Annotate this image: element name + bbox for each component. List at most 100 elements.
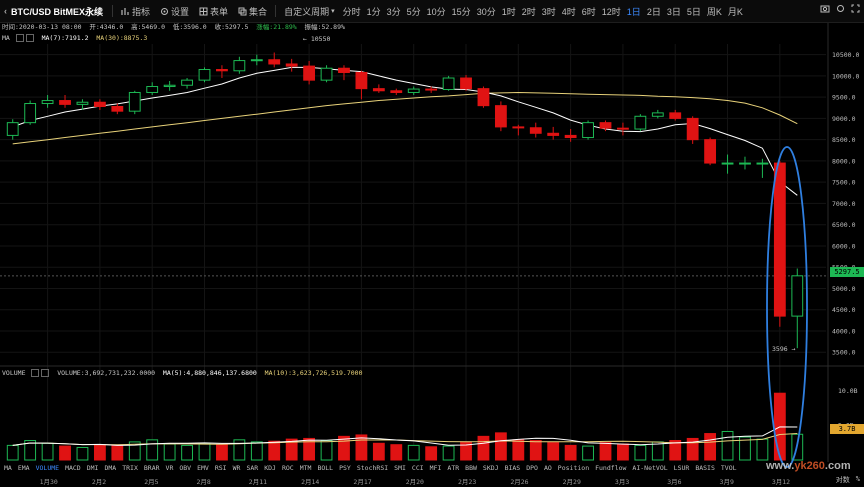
interval-13[interactable]: 1日 — [626, 6, 641, 17]
volume-bar — [41, 442, 54, 461]
fullscreen-icon[interactable] — [851, 4, 860, 15]
indicator-tab-bias[interactable]: BIAS — [504, 464, 521, 472]
close-box-icon[interactable] — [25, 34, 34, 42]
interval-6[interactable]: 30分 — [476, 6, 496, 17]
interval-4[interactable]: 10分 — [426, 6, 446, 17]
volume-bar — [564, 444, 577, 461]
indicator-tab-macd[interactable]: MACD — [65, 464, 81, 472]
indicator-tab-lsur[interactable]: LSUR — [673, 464, 690, 472]
ma-legend-label: MA — [2, 34, 10, 42]
log-scale-toggle[interactable]: 对数 — [835, 476, 850, 484]
custom-period-button[interactable]: 自定义周期 ▾ — [279, 5, 340, 18]
interval-1[interactable]: 1分 — [366, 6, 381, 17]
indicator-tab-basis[interactable]: BASIS — [695, 464, 715, 472]
compare-button[interactable]: 集合 — [233, 5, 272, 18]
volume-ma-lines — [12, 426, 798, 446]
indicator-button[interactable]: 指标 — [116, 5, 155, 18]
interval-3[interactable]: 5分 — [406, 6, 421, 17]
indicator-tab-vr[interactable]: VR — [165, 464, 174, 472]
indicator-tab-dmi[interactable]: DMI — [86, 464, 99, 472]
indicator-tab-volume[interactable]: VOLUME — [35, 464, 60, 472]
indicator-tab-dpo[interactable]: DPO — [526, 464, 538, 472]
indicator-tab-boll[interactable]: BOLL — [317, 464, 334, 472]
style-button[interactable]: 表单 — [194, 5, 233, 18]
indicator-tab-wr[interactable]: WR — [232, 464, 241, 472]
indicator-tab-dma[interactable]: DMA — [104, 464, 117, 472]
interval-16[interactable]: 5日 — [686, 6, 701, 17]
indicator-tab-ao[interactable]: AO — [543, 464, 552, 472]
indicator-tab-skdj[interactable]: SKDJ — [482, 464, 499, 472]
indicator-tab-ema[interactable]: EMA — [17, 464, 30, 472]
indicator-tab-obv[interactable]: OBV — [179, 464, 192, 472]
indicator-tab-ai-netvol[interactable]: AI-NetVOL — [632, 464, 668, 472]
candle-body — [756, 162, 769, 165]
close-box-icon[interactable] — [41, 369, 50, 377]
interval-14[interactable]: 2日 — [646, 6, 661, 17]
symbol-selector[interactable]: ‹ BTC/USD BitMEX永续 — [0, 5, 109, 18]
info-change: 涨幅:21.89% — [256, 23, 297, 31]
info-low: 低:3596.0 — [172, 23, 207, 31]
interval-7[interactable]: 1时 — [501, 6, 516, 17]
interval-15[interactable]: 3日 — [666, 6, 681, 17]
candle-body — [338, 67, 350, 73]
candle-body — [494, 105, 507, 128]
date-tick-label: 2月20 — [405, 478, 424, 486]
indicator-tab-tvol[interactable]: TVOL — [720, 464, 737, 472]
date-tick-label: 2月5 — [144, 478, 159, 486]
interval-18[interactable]: 月K — [727, 6, 743, 17]
indicator-tab-mfi[interactable]: MFI — [429, 464, 442, 472]
volume-bars — [6, 392, 804, 461]
volume-bar — [617, 443, 629, 461]
candle-body — [651, 112, 664, 117]
interval-10[interactable]: 4时 — [561, 6, 576, 17]
interval-17[interactable]: 周K — [706, 6, 722, 17]
interval-0[interactable]: 分时 — [342, 6, 361, 17]
indicator-tab-rsi[interactable]: RSI — [214, 464, 227, 472]
percent-scale-toggle[interactable]: % — [855, 475, 860, 483]
interval-2[interactable]: 3分 — [386, 6, 401, 17]
indicator-tab-atr[interactable]: ATR — [447, 464, 460, 472]
indicator-tab-psy[interactable]: PSY — [339, 464, 351, 472]
indicator-tab-smi[interactable]: SMI — [394, 464, 406, 472]
settings-button[interactable]: 设置 — [155, 5, 194, 18]
indicator-tab-position[interactable]: Position — [557, 464, 590, 472]
indicator-tab-kdj[interactable]: KDJ — [264, 464, 276, 472]
interval-9[interactable]: 3时 — [541, 6, 556, 17]
indicator-tab-cci[interactable]: CCI — [411, 464, 424, 472]
interval-5[interactable]: 15分 — [451, 6, 471, 17]
indicator-tab-roc[interactable]: ROC — [281, 464, 294, 472]
indicator-tab-trix[interactable]: TRIX — [122, 464, 138, 472]
candle-body — [512, 126, 525, 129]
settings-box-icon[interactable] — [15, 34, 24, 42]
settings-box-icon[interactable] — [31, 369, 40, 377]
chevron-down-icon: ▾ — [331, 8, 335, 15]
indicator-tab-emv[interactable]: EMV — [197, 464, 209, 472]
gear-icon — [160, 7, 169, 16]
indicator-tab-bbw[interactable]: BBW — [465, 464, 477, 472]
high-marker: ← 10550 — [303, 35, 330, 43]
candle-body — [460, 77, 472, 90]
date-tick-label: 1月30 — [39, 478, 58, 486]
indicator-tab-sar[interactable]: SAR — [246, 464, 259, 472]
interval-8[interactable]: 2时 — [521, 6, 536, 17]
candle-body — [24, 103, 37, 124]
watermark-prefix: www. — [766, 460, 795, 472]
indicator-tab-stochrsi[interactable]: StochRSI — [356, 464, 389, 472]
ma-legend: MA MA(7):7191.2 MA(30):8875.3 — [0, 33, 147, 44]
price-tick-label: 6500.0 — [832, 221, 856, 229]
interval-12[interactable]: 12时 — [601, 6, 621, 17]
price-tick-label: 10500.0 — [832, 51, 859, 59]
indicator-tab-mtm[interactable]: MTM — [299, 464, 312, 472]
volume-bar — [494, 432, 507, 461]
indicator-tab-brar[interactable]: BRAR — [143, 464, 160, 472]
camera-icon[interactable] — [820, 4, 830, 15]
gear-icon[interactable] — [836, 4, 845, 15]
indicator-tab-ma[interactable]: MA — [4, 464, 12, 472]
interval-11[interactable]: 6时 — [581, 6, 596, 17]
chart-grid — [0, 22, 864, 462]
price-tick-label: 7000.0 — [832, 200, 856, 208]
indicator-tab-fundflow[interactable]: Fundflow — [595, 464, 627, 472]
candle-body — [407, 88, 420, 93]
highlight-ellipse — [766, 146, 808, 468]
